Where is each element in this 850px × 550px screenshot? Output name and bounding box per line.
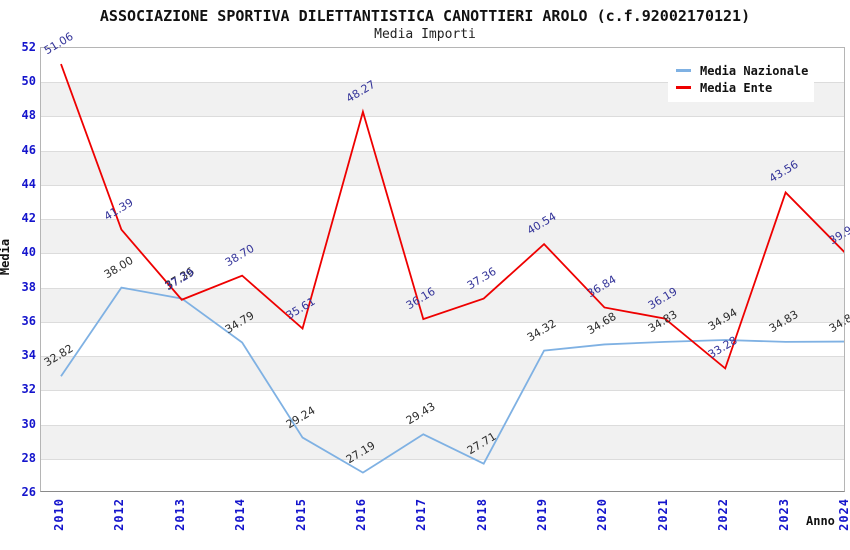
grid-band	[41, 287, 844, 322]
x-tick-label: 2013	[172, 498, 187, 531]
gridline	[41, 82, 844, 83]
chart-title: ASSOCIAZIONE SPORTIVA DILETTANTISTICA CA…	[99, 7, 751, 25]
x-tick-label: 2023	[776, 498, 791, 531]
grid-band	[41, 356, 844, 391]
series-line-media-nazionale	[60, 286, 844, 474]
x-tick-label: 2012	[112, 498, 127, 531]
y-tick-label: 42	[21, 211, 36, 226]
y-tick-label: 40	[21, 245, 36, 260]
y-tick-label: 34	[21, 348, 36, 363]
legend-item-media-ente: Media Ente	[676, 79, 806, 96]
x-tick-label: 2021	[655, 498, 670, 531]
gridline	[41, 288, 844, 289]
y-tick-label: 50	[21, 74, 36, 89]
y-tick-label: 26	[21, 485, 36, 499]
y-tick-label: 46	[21, 142, 36, 157]
gridline	[41, 459, 844, 460]
plot-area	[40, 47, 845, 492]
x-tick-label: 2018	[474, 498, 489, 531]
y-tick-label: 52	[21, 40, 36, 54]
y-tick-label: 38	[21, 279, 36, 294]
y-tick-label: 30	[21, 416, 36, 431]
legend-swatch-media-nazionale	[676, 69, 691, 72]
y-tick-label: 36	[21, 313, 36, 328]
gridline	[41, 185, 844, 186]
x-tick-label: 2010	[52, 498, 66, 531]
gridline	[41, 253, 844, 254]
series-line-media-ente	[60, 63, 844, 370]
legend-swatch-media-ente	[676, 86, 691, 89]
x-tick-label: 2015	[293, 498, 308, 531]
gridline	[41, 151, 844, 152]
x-tick-label: 2014	[233, 498, 248, 531]
legend-item-media-nazionale: Media Nazionale	[676, 62, 809, 79]
series-lines	[60, 63, 844, 474]
grid-band	[41, 219, 844, 254]
y-tick-label: 28	[21, 450, 36, 465]
gridline	[41, 390, 844, 391]
x-tick-label: 2022	[716, 498, 731, 531]
y-tick-label: 32	[21, 382, 36, 397]
x-tick-label: 2019	[535, 498, 550, 531]
chart-subtitle: Media Importi	[374, 27, 476, 42]
grid-band	[41, 150, 844, 185]
gridline	[41, 322, 844, 323]
x-tick-label: 2017	[414, 498, 429, 531]
x-tick-label: 2016	[353, 498, 368, 531]
gridline	[41, 425, 844, 426]
y-tick-label: 44	[21, 176, 36, 191]
gridline	[41, 219, 844, 220]
y-tick-label: 48	[21, 108, 36, 123]
gridline	[41, 356, 844, 357]
x-tick-label: 2024	[837, 498, 850, 531]
legend-label-media-ente: Media Ente	[700, 80, 773, 95]
x-tick-label: 2020	[595, 498, 610, 531]
legend-label-media-nazionale: Media Nazionale	[700, 63, 809, 78]
gridline	[41, 116, 844, 117]
x-axis-title: Anno	[806, 514, 835, 528]
grid-band	[41, 424, 844, 459]
legend: Media Nazionale Media Ente	[668, 57, 814, 102]
